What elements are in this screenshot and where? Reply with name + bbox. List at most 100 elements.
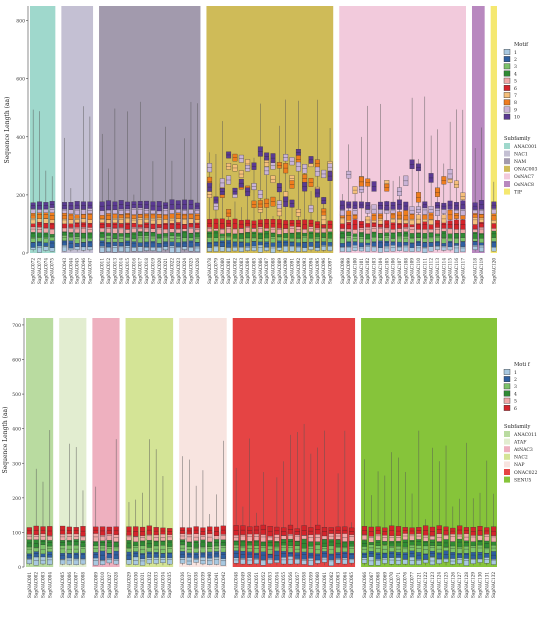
x-tick-label: SapNAC043 — [62, 258, 67, 284]
x-tick-label: SapNAC130 — [478, 572, 483, 598]
subfamily-legend-swatch — [504, 438, 510, 445]
x-tick-label: SapNAC020 — [157, 258, 162, 284]
x-tick-label: SapNAC083 — [239, 258, 244, 284]
motif-legend-label: 10 — [514, 115, 520, 121]
motif-legend-label: 9 — [514, 107, 517, 113]
subfamily-legend-swatch — [504, 461, 510, 468]
x-tick-label: SapNAC025 — [188, 258, 193, 284]
x-tick-label: SapNAC089 — [277, 258, 282, 284]
x-tick-label: SapNAC091 — [290, 258, 295, 284]
subfamily-legend-swatch — [504, 431, 510, 437]
motif-legend-label: 4 — [514, 391, 517, 397]
x-tick-label: SapNAC131 — [484, 572, 489, 598]
x-tick-label: SapNAC069 — [382, 572, 387, 598]
subfamily-legend-swatch — [504, 150, 510, 157]
x-tick-label: SapNAC108 — [403, 258, 408, 284]
subfamily-legend-label: OsNAC8 — [514, 182, 534, 188]
subfamily-legend-label: ONAC022 — [514, 470, 537, 476]
subfamily-band — [206, 6, 334, 253]
x-tick-label: SapNAC021 — [163, 258, 168, 284]
x-tick-label: SapNAC090 — [283, 258, 288, 284]
subfamily-legend-title: Subfamily — [504, 424, 530, 430]
motif-legend-label: 8 — [514, 100, 517, 106]
top-panel: 0 200 400 600 800 Sequence Length (aa) SapNAC0… — [4, 6, 537, 284]
bottom-panel: 0 100 200 300 400 500 600 700 Sequence Length (a… — [2, 318, 537, 598]
x-tick-label: SapNAC010 — [100, 572, 105, 598]
x-tick-label: SapNAC104 — [378, 258, 383, 284]
x-tick-label: SapNAC086 — [258, 258, 263, 284]
x-tick-label: SapNAC107 — [397, 258, 402, 284]
motif-legend-swatch — [503, 369, 511, 375]
subfamily-legend-swatch — [504, 476, 510, 483]
x-tick-label: SapNAC061 — [322, 572, 327, 598]
subfamily-band — [361, 318, 497, 567]
subfamily-legend-label: NAC1 — [514, 151, 528, 157]
x-tick-label: SapNAC111 — [422, 258, 427, 284]
x-tick-label: SapNAC127 — [457, 572, 462, 598]
x-tick-label: SapNAC054 — [274, 572, 279, 598]
x-tick-label: SapNAC128 — [464, 572, 469, 598]
motif-legend-swatch — [503, 113, 511, 120]
x-tick-label: SapNAC119 — [479, 258, 484, 284]
x-tick-label: SapNAC015 — [125, 258, 130, 284]
x-tick-label: SapNAC006 — [67, 572, 72, 598]
motif-legend-swatch — [503, 49, 511, 55]
x-tick-label: SapNAC103 — [372, 258, 377, 284]
x-tick-label: SapNAC095 — [315, 258, 320, 284]
x-tick-label: SapNAC048 — [234, 572, 239, 598]
x-tick-label: SapNAC064 — [342, 572, 347, 598]
subfamily-legend-swatch — [504, 446, 510, 453]
x-tick-label: SapNAC049 — [240, 572, 245, 598]
subfamily-legend-swatch — [504, 181, 510, 187]
x-tick-label: SapNAC117 — [460, 258, 465, 284]
x-tick-label: SapNAC058 — [302, 572, 307, 598]
subfamily-legend-swatch — [504, 143, 510, 149]
x-tick-label: SapNAC024 — [182, 258, 187, 284]
subfamily-legend-swatch — [504, 453, 510, 460]
y-tick-label: 400 — [12, 427, 21, 433]
x-tick-label: SapNAC079 — [213, 258, 218, 284]
subfamily-legend-label: NAM — [514, 159, 526, 165]
x-tick-label: SapNAC056 — [288, 572, 293, 598]
motif-legend-title: Moti f — [514, 362, 531, 368]
x-tick-label: SapNAC046 — [81, 258, 86, 284]
x-tick-label: SapNAC109 — [410, 258, 415, 284]
x-tick-label: SapNAC078 — [207, 258, 212, 284]
x-tick-label: SapNAC087 — [264, 258, 269, 284]
x-tick-label: SapNAC071 — [396, 572, 401, 598]
subfamily-legend-label: SENU5 — [514, 477, 531, 483]
y-tick-label: 100 — [12, 530, 21, 536]
x-tick-label: SapNAC092 — [296, 258, 301, 284]
motif-legend-swatch — [503, 84, 511, 91]
x-tick-label: SapNAC120 — [491, 258, 496, 284]
x-tick-label: SapNAC129 — [471, 572, 476, 598]
x-tick-label: SapNAC097 — [328, 258, 333, 284]
x-tick-label: SapNAC002 — [34, 572, 39, 598]
motif-legend-title: Motif — [514, 42, 529, 48]
y-tick-label: 400 — [16, 135, 25, 141]
subfamily-legend-swatch — [504, 469, 510, 475]
x-tick-label: SapNAC028 — [114, 572, 119, 598]
subfamily-band — [59, 318, 87, 567]
x-tick-label: SapNAC122 — [423, 572, 428, 598]
subfamily-band — [339, 6, 466, 253]
x-tick-label: SapNAC031 — [140, 572, 145, 598]
x-tick-label: SapNAC102 — [365, 258, 370, 284]
x-tick-label: SapNAC100 — [353, 258, 358, 284]
x-tick-label: SapNAC001 — [27, 572, 32, 598]
x-tick-label: SapNAC126 — [450, 572, 455, 598]
subfamily-legend-label: NAC2 — [514, 455, 528, 461]
x-tick-label: SapNAC099 — [346, 258, 351, 284]
x-tick-label: SapNAC065 — [349, 572, 354, 598]
subfamily-legend-label: TIP — [514, 189, 522, 195]
y-axis-label: Sequence Length (aa) — [4, 97, 11, 164]
x-tick-label: SapNAC116 — [454, 258, 459, 284]
x-tick-label: SapNAC084 — [245, 258, 250, 284]
x-tick-label: SapNAC036 — [180, 572, 185, 598]
x-tick-label: SapNAC068 — [376, 572, 381, 598]
subfamily-legend-title: Subfamily — [504, 136, 530, 142]
x-tick-label: SapNAC113 — [435, 258, 440, 284]
x-tick-label: SapNAC050 — [247, 572, 252, 598]
subfamily-legend-label: OsNAC7 — [514, 174, 534, 180]
